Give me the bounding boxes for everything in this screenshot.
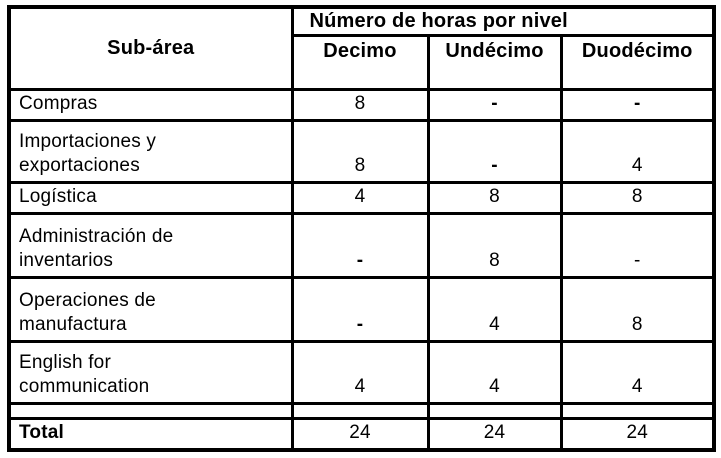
row-label: Compras (7, 87, 294, 123)
cell-value: 24 (290, 416, 430, 452)
cell-value: 8 (290, 87, 430, 123)
header-sub-area: Sub-área (7, 5, 294, 91)
cell-value: 4 (426, 276, 563, 344)
header-level-1: Undécimo (426, 34, 563, 91)
table-row: Logística 4 8 8 (7, 181, 716, 216)
table-row: Compras 8- - (7, 87, 716, 123)
cell-value: 8 (559, 276, 716, 344)
cell-value: 8 (559, 181, 716, 216)
row-label: Importaciones y exportaciones (7, 119, 294, 185)
cell-value: - (559, 212, 716, 280)
row-label: English for communication (7, 340, 294, 406)
cell-value: 8 (426, 181, 563, 216)
cell-value: - (426, 119, 563, 185)
cell-value: 4 (559, 340, 716, 406)
cell-value: 8 (290, 119, 430, 185)
table-row: Importaciones y exportaciones 8-4 (7, 119, 716, 185)
header-level-0: Decimo (290, 34, 430, 91)
table-row: English for communication 4 4 4 (7, 340, 716, 406)
hours-per-level-table: Sub-área Número de horas por nivel Decim… (7, 5, 717, 452)
cell-value: 4 (426, 340, 563, 406)
cell-value: - (559, 87, 716, 123)
row-label: Logística (7, 181, 294, 216)
cell-value (559, 402, 716, 420)
header-group-title: Número de horas por nivel (290, 5, 716, 37)
cell-value: 24 (559, 416, 716, 452)
cell-value: - (290, 212, 430, 280)
cell-value (426, 402, 563, 420)
table-row: Total 24 24 24 (7, 416, 716, 452)
cell-value: - (426, 87, 563, 123)
cell-value: 24 (426, 416, 563, 452)
table-row: Operaciones de manufactura -4 8 (7, 276, 716, 344)
table-row (7, 402, 716, 420)
header-row-group: Sub-área Número de horas por nivel (7, 5, 716, 91)
cell-value (290, 402, 430, 420)
header-level-2: Duodécimo (559, 34, 716, 91)
row-label: Total (7, 416, 294, 452)
row-label: Administración de inventarios (7, 212, 294, 280)
row-label: Operaciones de manufactura (7, 276, 294, 344)
table-header: Sub-área Número de horas por nivel Decim… (7, 5, 716, 91)
table-body: Compras 8- - Importaciones y exportaciones 8… (7, 87, 716, 452)
row-label (7, 402, 294, 420)
table-row: Administración de inventarios -8- (7, 212, 716, 280)
cell-value: 4 (290, 181, 430, 216)
cell-value: 8 (426, 212, 563, 280)
cell-value: 4 (290, 340, 430, 406)
cell-value: 4 (559, 119, 716, 185)
cell-value: - (290, 276, 430, 344)
header-row-levels: Decimo Undécimo Duodécimo (9, 34, 716, 91)
